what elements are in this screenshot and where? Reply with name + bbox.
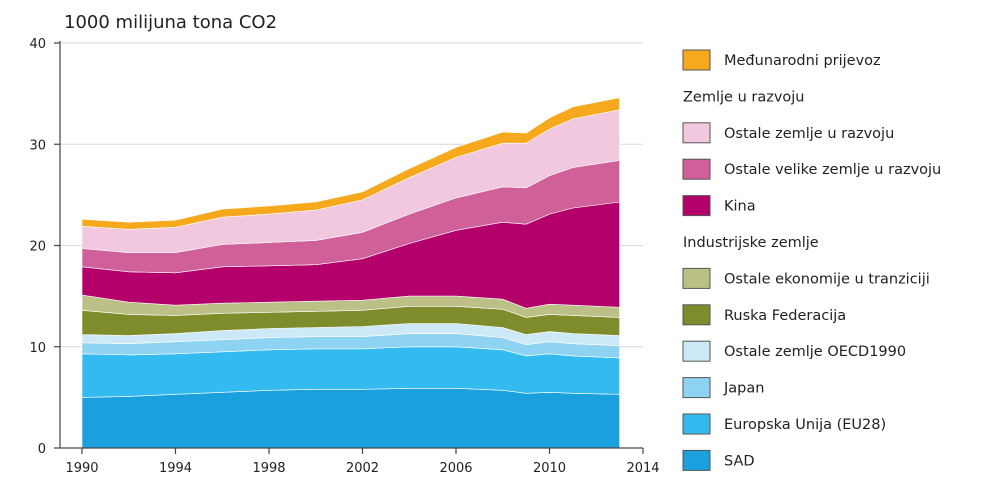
legend-swatch-ruska-federacija xyxy=(682,304,711,326)
y-tick-label-20: 20 xyxy=(29,240,46,255)
legend-label-ostale-ekonomije-u-tranziciji: Ostale ekonomije u tranziciji xyxy=(724,271,930,287)
x-tick-label-2002: 2002 xyxy=(346,461,379,476)
y-tick-label-40: 40 xyxy=(29,37,46,52)
legend-group-header: Zemlje u razvoju xyxy=(683,89,805,105)
legend-label-ostale-velike-zemlje-u-razvoju: Ostale velike zemlje u razvoju xyxy=(724,162,941,178)
stacked-areas xyxy=(81,97,620,449)
legend-label-kina: Kina xyxy=(724,199,756,215)
legend-swatch-europska-unija-eu28 xyxy=(682,413,711,435)
axes: 0 10 20 30 40 1990 1994 1998 2002 2006 2010 2014 xyxy=(29,37,659,476)
x-tick-label-2010: 2010 xyxy=(533,461,566,476)
legend-swatch-me-unarodni-prijevoz xyxy=(682,49,711,71)
legend-label-japan: Japan xyxy=(723,381,764,397)
x-tick-label-2006: 2006 xyxy=(439,461,472,476)
x-tick-label-1998: 1998 xyxy=(252,461,285,476)
legend-swatch-ostale-ekonomije-u-tranziciji xyxy=(682,267,711,289)
legend-label-me-unarodni-prijevoz: Međunarodni prijevoz xyxy=(724,53,881,69)
x-tick-label-1994: 1994 xyxy=(159,461,192,476)
legend-label-europska-unija-eu28: Europska Unija (EU28) xyxy=(724,417,886,433)
legend-swatch-ostale-zemlje-oecd1990 xyxy=(682,340,711,362)
legend-swatch-japan xyxy=(682,377,711,399)
y-tick-label-0: 0 xyxy=(38,442,46,457)
x-tick-label-2014: 2014 xyxy=(626,461,659,476)
legend-label-sad: SAD xyxy=(724,453,755,469)
legend: Međunarodni prijevoz Zemlje u razvoju Osta… xyxy=(682,49,941,471)
y-tick-label-30: 30 xyxy=(29,138,46,153)
legend-label-ostale-zemlje-oecd1990: Ostale zemlje OECD1990 xyxy=(724,344,906,360)
y-tick-label-10: 10 xyxy=(29,341,46,356)
legend-swatch-sad xyxy=(682,449,711,471)
legend-label-ruska-federacija: Ruska Federacija xyxy=(724,308,846,324)
x-tick-label-1990: 1990 xyxy=(65,461,98,476)
area-sad xyxy=(81,388,620,449)
legend-swatch-ostale-velike-zemlje-u-razvoju xyxy=(682,158,711,180)
unit-label: 1000 milijuna tona CO2 xyxy=(64,12,277,33)
legend-swatch-ostale-zemlje-u-razvoju xyxy=(682,122,711,144)
legend-swatch-kina xyxy=(682,195,711,217)
area-me-unarodni-prijevoz xyxy=(81,97,620,230)
legend-label-ostale-zemlje-u-razvoju: Ostale zemlje u razvoju xyxy=(724,126,894,142)
legend-group-header: Industrijske zemlje xyxy=(683,235,819,251)
